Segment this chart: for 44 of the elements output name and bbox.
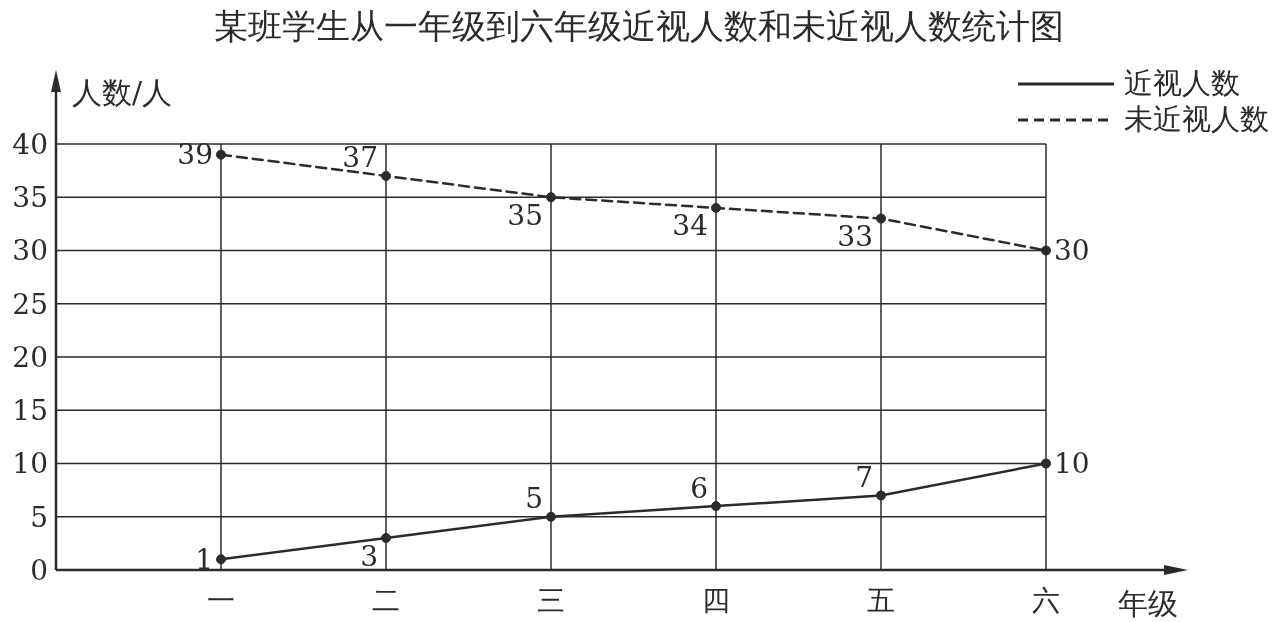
point — [711, 501, 721, 512]
y-tick-label: 40 — [12, 127, 48, 161]
x-tick-label: 六 — [1032, 583, 1060, 617]
x-tick-label: 二 — [372, 583, 400, 617]
point — [876, 213, 886, 224]
x-axis-title: 年级 — [1118, 585, 1178, 621]
point — [546, 192, 556, 203]
y-tick-label: 30 — [12, 234, 48, 268]
point — [381, 533, 391, 544]
x-tick-label: 五 — [867, 583, 895, 617]
data-label: 1 — [195, 542, 213, 576]
point — [381, 170, 391, 181]
data-label: 34 — [672, 209, 708, 243]
data-label: 7 — [855, 460, 873, 494]
chart-title: 某班学生从一年级到六年级近视人数和未近视人数统计图 — [212, 5, 1065, 48]
data-label: 33 — [837, 220, 873, 254]
point — [876, 490, 886, 501]
x-tick-label: 一 — [207, 583, 235, 617]
data-label: 39 — [177, 138, 213, 172]
y-tick-label: 0 — [30, 553, 48, 587]
data-label: 30 — [1054, 234, 1090, 267]
point — [216, 149, 226, 160]
legend-label: 未近视人数 — [1124, 101, 1269, 138]
point — [1041, 245, 1051, 256]
y-tick-label: 35 — [12, 181, 48, 215]
y-tick-label: 5 — [30, 500, 48, 534]
x-tick-label: 四 — [702, 583, 730, 617]
data-label: 35 — [507, 198, 543, 232]
data-label: 10 — [1054, 447, 1090, 480]
legend-label: 近视人数 — [1124, 66, 1240, 100]
data-label: 37 — [342, 141, 378, 175]
y-tick-label: 10 — [12, 447, 48, 481]
y-tick-label: 25 — [12, 287, 48, 321]
y-axis-title: 人数/人 — [72, 74, 173, 110]
point — [216, 554, 226, 565]
y-tick-label: 20 — [12, 340, 48, 374]
point — [1041, 458, 1051, 469]
data-label: 3 — [360, 539, 378, 573]
data-label: 5 — [525, 482, 543, 516]
point — [546, 511, 556, 522]
x-tick-label: 三 — [537, 583, 565, 617]
point — [711, 202, 721, 213]
data-label: 6 — [690, 471, 708, 505]
y-tick-label: 15 — [12, 394, 48, 428]
